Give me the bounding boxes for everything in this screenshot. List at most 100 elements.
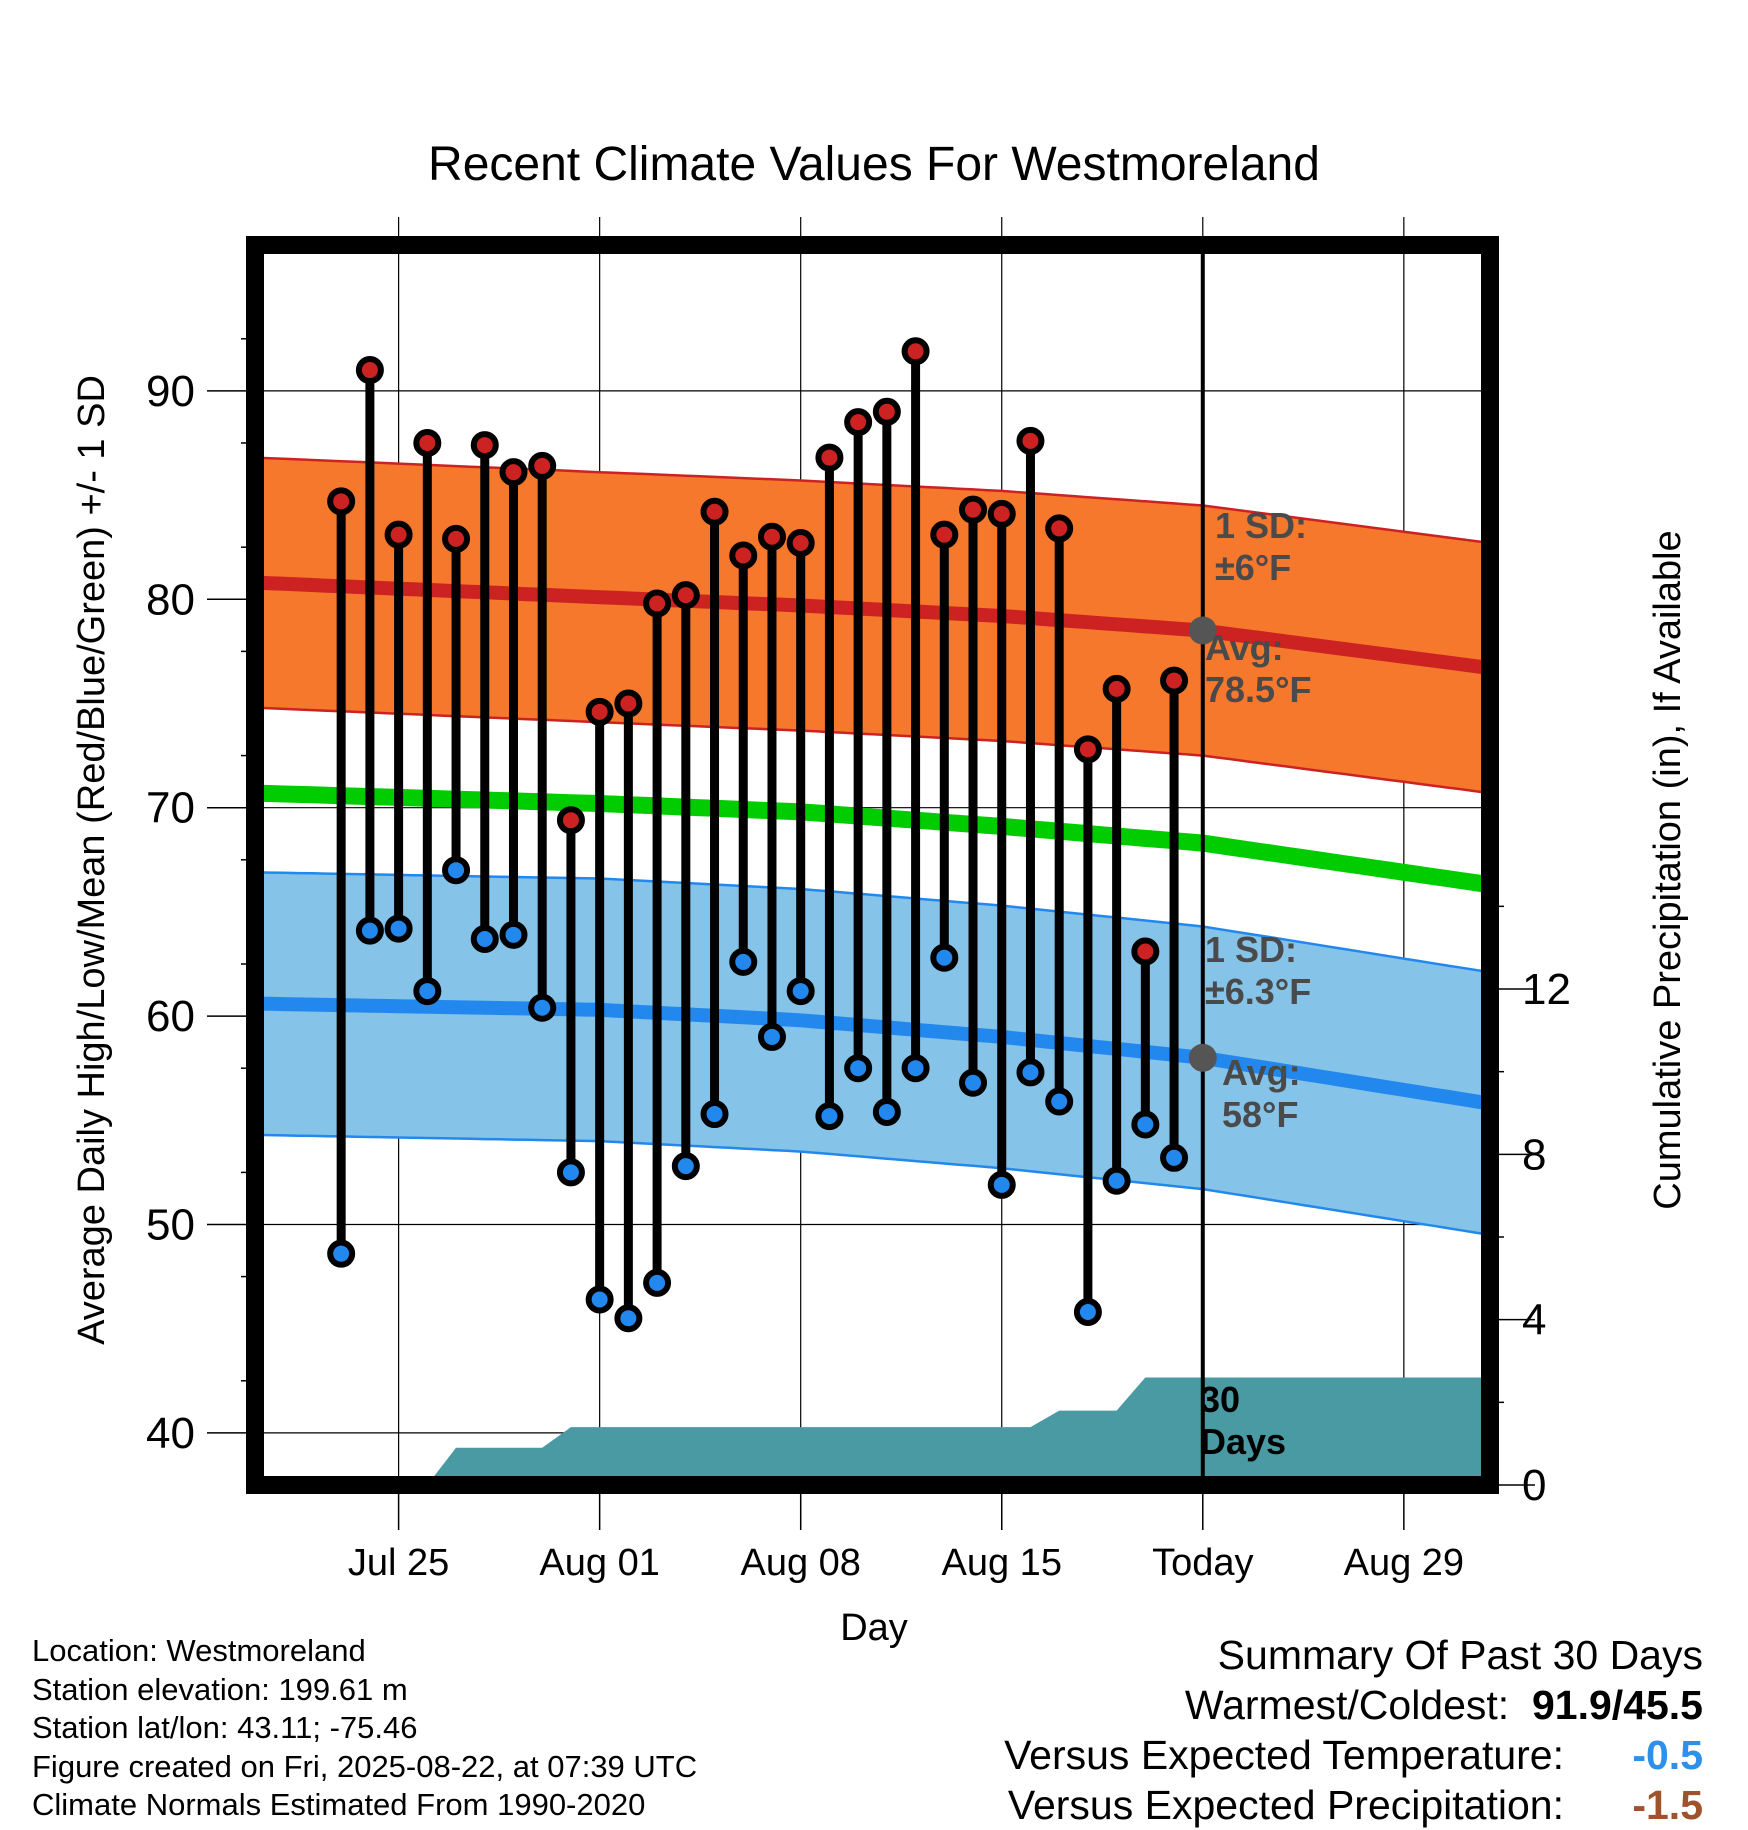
low-point bbox=[585, 1285, 614, 1314]
window-label: 30 Days bbox=[1200, 1379, 1286, 1462]
high-point bbox=[643, 589, 672, 618]
created-text: Figure created on Fri, 2025-08-22, at 07… bbox=[32, 1748, 698, 1784]
low-sd-label: 1 SD: ±6.3°F bbox=[1205, 929, 1311, 1012]
high-point bbox=[1016, 426, 1045, 455]
low-point bbox=[1016, 1058, 1045, 1087]
low-sd-band bbox=[253, 871, 1492, 1237]
high-avg-label: Avg: 78.5°F bbox=[1205, 627, 1311, 710]
low-point bbox=[614, 1304, 643, 1333]
annotations: 1 SD: ±6°F Avg: 78.5°F 1 SD: ±6.3°F Avg: 58°F 30… bbox=[1200, 505, 1311, 1462]
high-point bbox=[442, 524, 471, 553]
high-point bbox=[585, 697, 614, 726]
normal-bands bbox=[253, 456, 1492, 1237]
low-point bbox=[700, 1100, 729, 1129]
summary-heading: Summary Of Past 30 Days bbox=[1217, 1632, 1703, 1678]
low-point bbox=[1073, 1298, 1102, 1327]
high-point bbox=[1045, 514, 1074, 543]
low-point bbox=[987, 1170, 1016, 1199]
low-point bbox=[901, 1054, 930, 1083]
normals-text: Climate Normals Estimated From 1990-2020 bbox=[32, 1787, 646, 1822]
temp-label: Versus Expected Temperature: bbox=[1004, 1732, 1564, 1778]
low-point bbox=[844, 1054, 873, 1083]
low-point bbox=[930, 943, 959, 972]
high-point bbox=[614, 689, 643, 718]
mean-avg-line bbox=[254, 784, 1492, 894]
low-point bbox=[757, 1022, 786, 1051]
high-point bbox=[1073, 735, 1102, 764]
low-point bbox=[786, 977, 815, 1006]
low-point bbox=[442, 856, 471, 885]
x-tick-label: Aug 01 bbox=[539, 1542, 659, 1584]
x-axis-label: Day bbox=[840, 1607, 908, 1649]
high-point bbox=[786, 529, 815, 558]
chart-title: Recent Climate Values For Westmoreland bbox=[428, 138, 1320, 191]
high-point bbox=[355, 356, 384, 385]
low-point bbox=[499, 920, 528, 949]
precip-cumulative-area bbox=[427, 1377, 1490, 1485]
x-tick-label: Today bbox=[1152, 1542, 1253, 1584]
y-tick-label: 40 bbox=[146, 1409, 195, 1458]
high-sd-label: 1 SD: ±6°F bbox=[1215, 505, 1307, 588]
latlon-text: Station lat/lon: 43.11; -75.46 bbox=[32, 1710, 418, 1745]
y2-tick-label: 12 bbox=[1522, 965, 1571, 1014]
precip-row: Versus Expected Precipitation: -1.5 bbox=[1004, 1780, 1703, 1830]
precip-value: -1.5 bbox=[1632, 1782, 1703, 1828]
low-point bbox=[327, 1239, 356, 1268]
today-high-avg-marker bbox=[1188, 616, 1217, 645]
summary-panel: Summary Of Past 30 Days Warmest/Coldest:… bbox=[1004, 1630, 1703, 1830]
x-tick-label: Aug 15 bbox=[942, 1542, 1062, 1584]
location-text: Location: Westmoreland bbox=[32, 1633, 366, 1668]
high-point bbox=[470, 431, 499, 460]
high-point bbox=[1102, 674, 1131, 703]
low-point bbox=[384, 914, 413, 943]
y-tick-label: 60 bbox=[146, 992, 195, 1041]
y-tick-label: 50 bbox=[146, 1200, 195, 1249]
normal-lines bbox=[254, 245, 1492, 1485]
y-tick-label: 90 bbox=[146, 367, 195, 416]
low-point bbox=[1102, 1166, 1131, 1195]
low-point bbox=[815, 1102, 844, 1131]
high-point bbox=[671, 581, 700, 610]
high-point bbox=[1160, 666, 1189, 695]
high-point bbox=[815, 443, 844, 472]
today-low-avg-marker bbox=[1188, 1043, 1217, 1072]
plot-frame bbox=[246, 236, 1499, 1494]
high-point bbox=[930, 520, 959, 549]
x-tick-label: Aug 08 bbox=[740, 1542, 860, 1584]
y-tick-label: 80 bbox=[146, 575, 195, 624]
warm-cold-value: 91.9/45.5 bbox=[1532, 1682, 1703, 1728]
low-point bbox=[729, 947, 758, 976]
elevation-text: Station elevation: 199.61 m bbox=[32, 1671, 408, 1707]
precipitation-area bbox=[427, 1377, 1490, 1485]
low-point bbox=[556, 1158, 585, 1187]
high-point bbox=[700, 497, 729, 526]
y-axis-label: Average Daily High/Low/Mean (Red/Blue/Gr… bbox=[71, 375, 113, 1345]
low-avg-label: Avg: 58°F bbox=[1222, 1052, 1301, 1135]
low-point bbox=[671, 1152, 700, 1181]
high-point bbox=[499, 458, 528, 487]
low-point bbox=[528, 993, 557, 1022]
high-point bbox=[413, 428, 442, 457]
station-info: Location: Westmoreland Station elevation… bbox=[32, 1632, 697, 1825]
high-point bbox=[327, 487, 356, 516]
high-point bbox=[757, 522, 786, 551]
high-point bbox=[528, 451, 557, 480]
daily-range-stems bbox=[336, 351, 1179, 1319]
y-tick-label: 70 bbox=[146, 784, 195, 833]
high-point bbox=[1131, 937, 1160, 966]
low-point bbox=[413, 977, 442, 1006]
warm-cold-row: Warmest/Coldest: 91.9/45.5 bbox=[1004, 1680, 1703, 1730]
temp-row: Versus Expected Temperature: -0.5 bbox=[1004, 1730, 1703, 1780]
low-point bbox=[872, 1097, 901, 1126]
high-point bbox=[901, 337, 930, 366]
axes: 40 50 60 70 80 90 0 4 8 12 Jul 25 Aug 01 Aug 08 Aug 1… bbox=[146, 236, 1571, 1584]
low-avg-line bbox=[254, 996, 1492, 1111]
low-point bbox=[959, 1068, 988, 1097]
x-tick-label: Aug 29 bbox=[1344, 1542, 1464, 1584]
temp-value: -0.5 bbox=[1632, 1732, 1703, 1778]
high-point bbox=[987, 499, 1016, 528]
high-point bbox=[844, 408, 873, 437]
low-point bbox=[470, 924, 499, 953]
y2-axis-label: Cumulative Precipitation (in), If Availa… bbox=[1647, 530, 1689, 1209]
